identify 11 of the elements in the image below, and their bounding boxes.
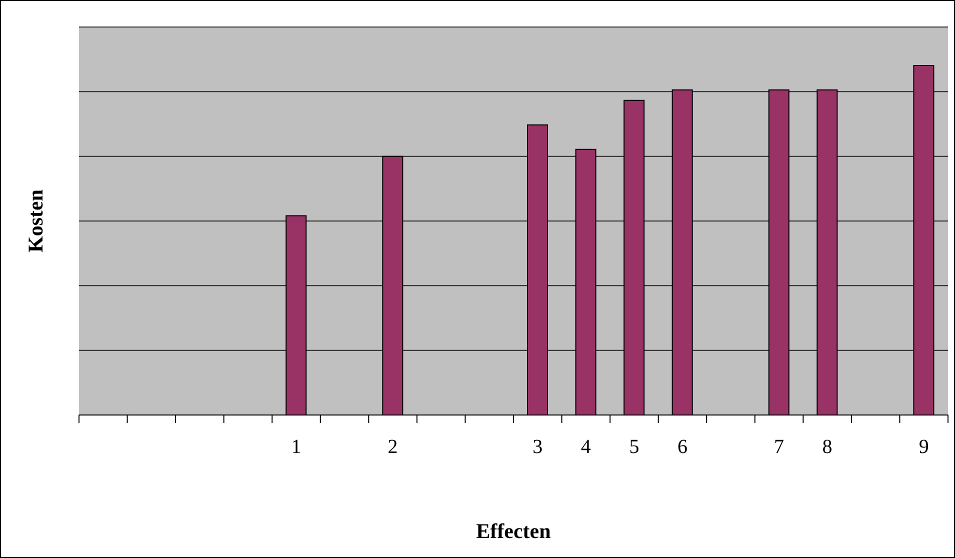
x-tick-label: 4	[580, 436, 591, 458]
y-axis-title: Kosten	[24, 190, 48, 252]
x-tick-label: 2	[388, 436, 398, 458]
x-tick-label: 5	[629, 436, 640, 458]
x-tick-label: 3	[532, 436, 543, 458]
x-tick-label: 8	[822, 436, 832, 458]
x-tick-label: 9	[918, 436, 929, 458]
x-tick-label: 6	[677, 436, 688, 458]
x-axis-title: Effecten	[476, 519, 552, 543]
x-tick-label: 7	[774, 436, 784, 458]
x-tick-label: 1	[291, 436, 302, 458]
